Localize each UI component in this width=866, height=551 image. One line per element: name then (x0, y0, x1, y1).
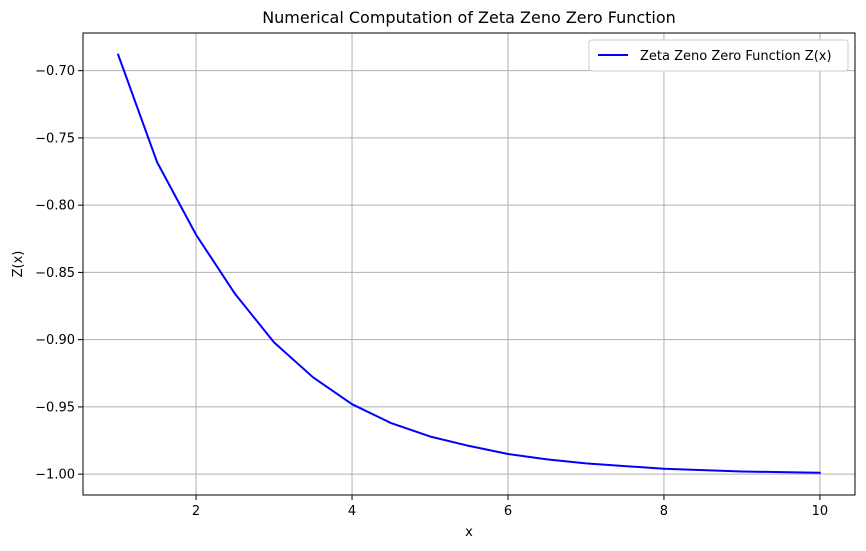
x-tick-label: 8 (660, 504, 668, 519)
x-tick-label: 10 (812, 504, 829, 519)
grid (83, 33, 855, 495)
y-axis-ticks: −0.70 −0.75 −0.80 −0.85 −0.90 −0.95 −1.00 (35, 64, 83, 483)
y-axis-label: Z(x) (11, 251, 26, 278)
chart-title: Numerical Computation of Zeta Zeno Zero … (262, 8, 676, 27)
plot-frame (82, 32, 856, 496)
x-axis-ticks: 2 4 6 8 10 (192, 495, 828, 519)
x-tick-label: 6 (504, 504, 512, 519)
y-tick-label: −0.70 (35, 64, 75, 79)
y-tick-label: −0.95 (35, 400, 75, 415)
plot-area (83, 33, 855, 495)
y-tick-label: −0.90 (35, 333, 75, 348)
legend: Zeta Zeno Zero Function Z(x) (588, 39, 849, 72)
y-tick-label: −0.80 (35, 199, 75, 214)
x-axis-label: x (465, 525, 473, 540)
y-tick-label: −0.85 (35, 266, 75, 281)
x-tick-label: 2 (192, 504, 200, 519)
x-tick-label: 4 (348, 504, 356, 519)
series-line (117, 53, 821, 474)
y-tick-label: −1.00 (35, 468, 75, 483)
legend-label: Zeta Zeno Zero Function Z(x) (640, 49, 832, 64)
y-tick-label: −0.75 (35, 131, 75, 146)
series-group (117, 53, 821, 474)
legend-box (588, 39, 849, 72)
